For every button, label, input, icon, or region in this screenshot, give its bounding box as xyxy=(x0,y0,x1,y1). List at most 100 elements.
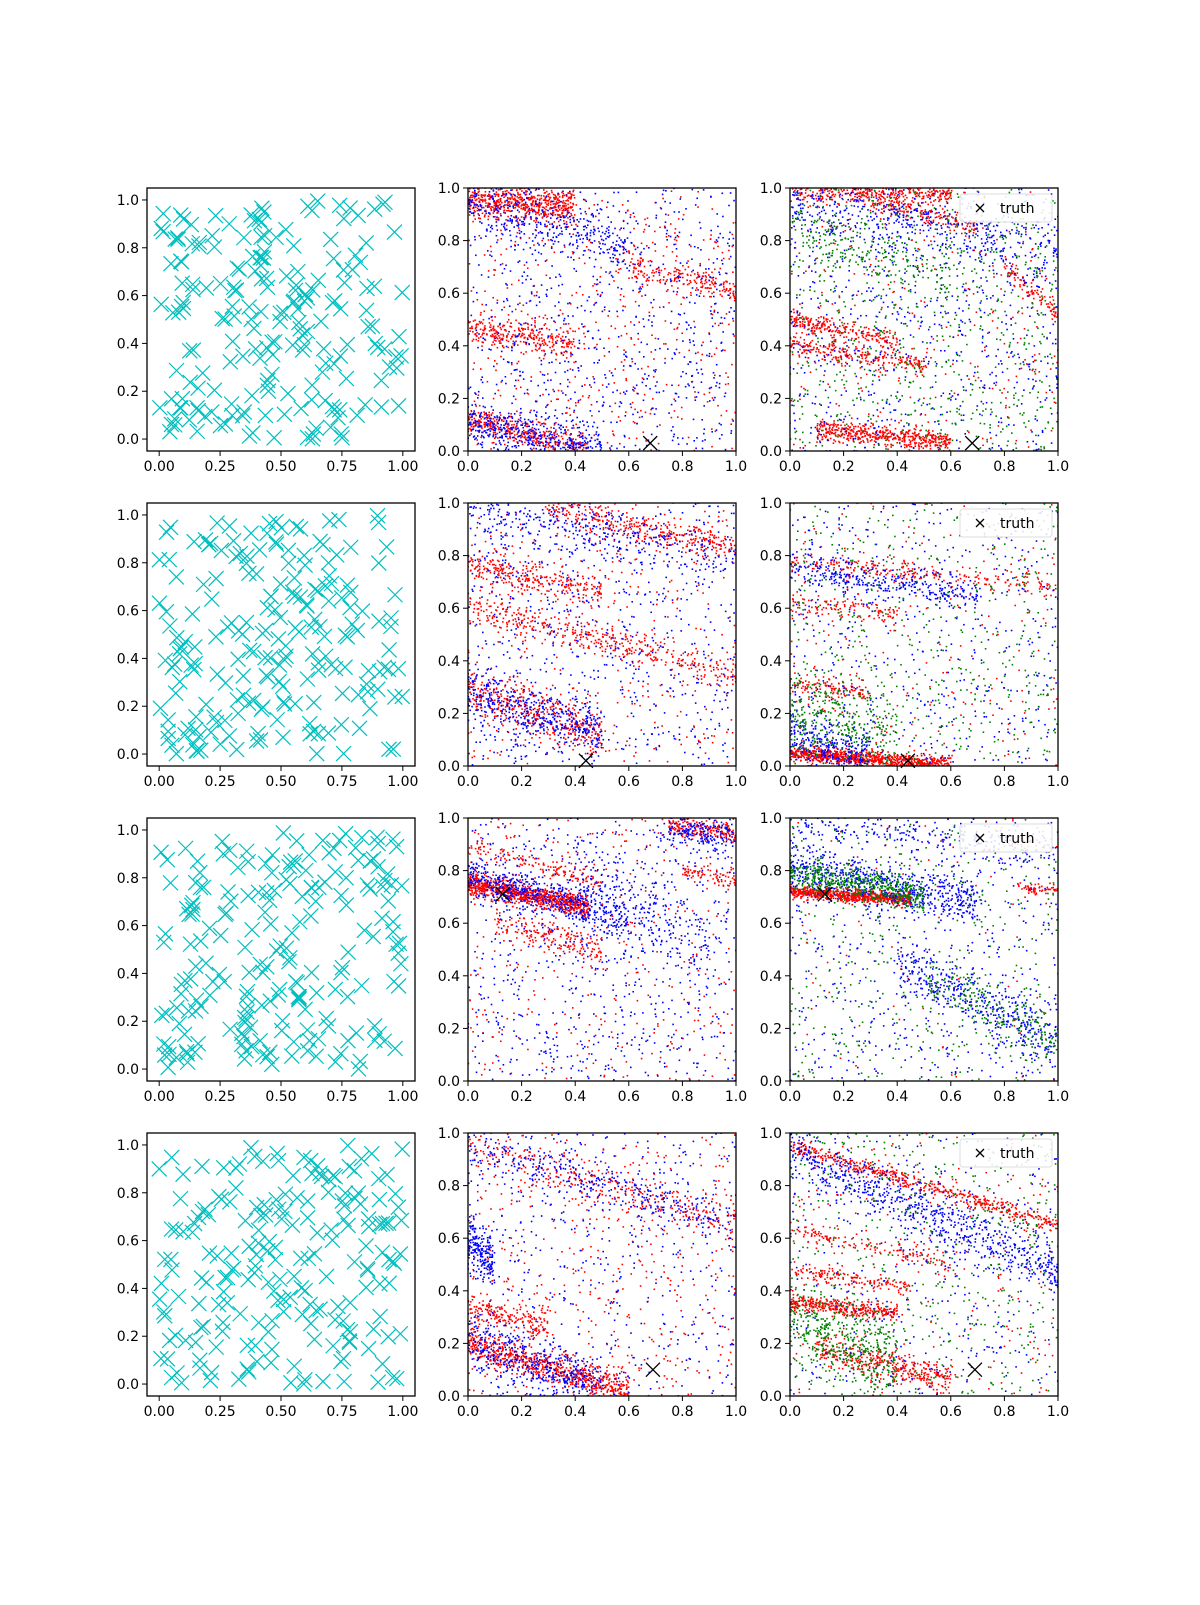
particle xyxy=(578,235,580,237)
particle xyxy=(812,327,814,329)
particle xyxy=(623,242,625,244)
particle xyxy=(538,421,540,423)
particle xyxy=(562,413,564,415)
particle xyxy=(530,300,532,302)
particle xyxy=(842,325,844,327)
particle xyxy=(522,431,524,433)
particle xyxy=(504,329,506,331)
particle xyxy=(710,313,712,315)
particle xyxy=(538,252,540,254)
particle xyxy=(556,399,558,401)
particle xyxy=(675,228,677,230)
particle xyxy=(551,333,553,335)
particle xyxy=(918,360,920,362)
particle xyxy=(483,319,485,321)
particle xyxy=(696,287,698,289)
particle xyxy=(880,199,882,201)
particle xyxy=(899,352,901,354)
particle xyxy=(824,190,826,192)
particle xyxy=(567,439,569,441)
particle xyxy=(873,205,875,207)
particle xyxy=(599,243,601,245)
particle xyxy=(641,252,643,254)
particle xyxy=(655,385,657,387)
particle xyxy=(701,281,703,283)
particle xyxy=(486,422,488,424)
particle xyxy=(896,200,898,202)
particle xyxy=(678,272,680,274)
particle xyxy=(496,415,498,417)
particle xyxy=(801,386,803,388)
particle xyxy=(484,325,486,327)
particle xyxy=(487,205,489,207)
particle xyxy=(859,193,861,195)
particle xyxy=(472,328,474,330)
particle xyxy=(895,193,897,195)
particle xyxy=(842,191,844,193)
particle xyxy=(488,276,490,278)
particle xyxy=(564,318,566,320)
particle xyxy=(593,378,595,380)
particle xyxy=(554,194,556,196)
particle xyxy=(539,316,541,318)
particle xyxy=(618,416,620,418)
particle xyxy=(935,397,937,399)
particle xyxy=(565,209,567,211)
particle xyxy=(493,423,495,425)
particle xyxy=(571,295,573,297)
particle xyxy=(560,309,562,311)
particle xyxy=(614,368,616,370)
particle xyxy=(580,432,582,434)
particle xyxy=(910,356,912,358)
particle xyxy=(868,332,870,334)
particle xyxy=(701,345,703,347)
particle xyxy=(879,204,881,206)
particle xyxy=(920,205,922,207)
particle xyxy=(565,442,567,444)
particle xyxy=(832,345,834,347)
particle xyxy=(817,323,819,325)
particle xyxy=(583,343,585,345)
particle xyxy=(986,441,988,443)
particle xyxy=(580,208,582,210)
particle xyxy=(486,424,488,426)
particle xyxy=(495,194,497,196)
particle xyxy=(709,288,711,290)
particle xyxy=(636,385,638,387)
particle xyxy=(513,216,515,218)
particle xyxy=(521,197,523,199)
particle xyxy=(922,374,924,376)
particle xyxy=(949,230,951,232)
particle xyxy=(528,206,530,208)
particle xyxy=(511,347,513,349)
particle xyxy=(471,290,473,292)
particle xyxy=(560,219,562,221)
particle xyxy=(692,189,694,191)
particle xyxy=(837,362,839,364)
particle xyxy=(593,276,595,278)
particle xyxy=(566,420,568,422)
particle xyxy=(827,327,829,329)
particle xyxy=(481,376,483,378)
particle xyxy=(987,332,989,334)
particle xyxy=(633,228,635,230)
particle xyxy=(639,264,641,266)
particle xyxy=(847,323,849,325)
particle xyxy=(635,445,637,447)
particle xyxy=(544,215,546,217)
particle xyxy=(606,228,608,230)
particle xyxy=(883,368,885,370)
particle xyxy=(694,302,696,304)
particle xyxy=(565,444,567,446)
particle xyxy=(477,426,479,428)
particle xyxy=(614,228,616,230)
particle xyxy=(931,191,933,193)
particle xyxy=(598,231,600,233)
particle xyxy=(481,432,483,434)
particle xyxy=(666,279,668,281)
particle xyxy=(689,302,691,304)
particle xyxy=(884,355,886,357)
particle xyxy=(832,330,834,332)
particle xyxy=(493,216,495,218)
particle xyxy=(667,348,669,350)
